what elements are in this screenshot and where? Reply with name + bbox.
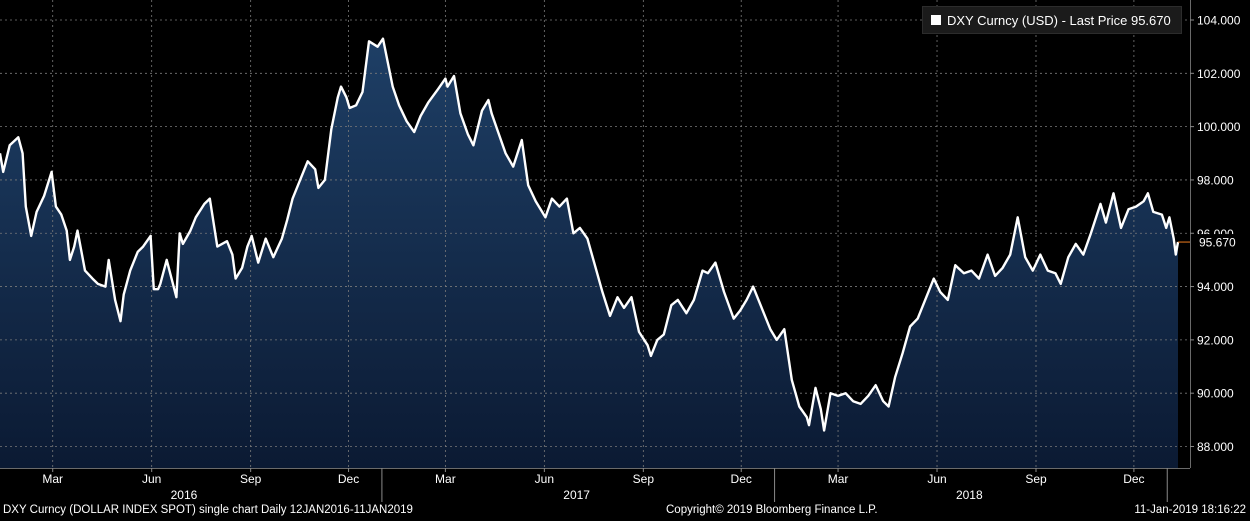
x-tick-label: Sep [633, 472, 655, 486]
x-tick-label: Jun [535, 472, 554, 486]
x-year-label: 2016 [171, 488, 198, 502]
x-tick-label: Jun [927, 472, 946, 486]
footer-description: DXY Curncy (DOLLAR INDEX SPOT) single ch… [3, 504, 413, 516]
x-year-label: 2017 [563, 488, 590, 502]
legend-swatch [931, 15, 941, 25]
x-tick-label: Jun [142, 472, 161, 486]
y-tick-label: 90.000 [1197, 387, 1234, 401]
grid [0, 0, 1190, 468]
legend: DXY Curncy (USD) - Last Price 95.670 [922, 6, 1182, 34]
x-tick-label: Sep [240, 472, 262, 486]
x-year-label: 2018 [956, 488, 983, 502]
y-tick-label: 102.000 [1197, 67, 1241, 81]
price-line [0, 37, 1180, 432]
x-tick-label: Sep [1025, 472, 1047, 486]
y-tick-label: 98.000 [1197, 173, 1234, 187]
footer-copyright: Copyright© 2019 Bloomberg Finance L.P. [666, 504, 878, 516]
y-tick-label: 104.000 [1197, 14, 1241, 28]
legend-label: DXY Curncy (USD) - Last Price 95.670 [947, 12, 1171, 28]
x-tick-label: Dec [731, 472, 752, 486]
y-tick-label: 100.000 [1197, 120, 1241, 134]
last-price-label: 95.670 [1199, 236, 1236, 250]
y-tick-label: 94.000 [1197, 280, 1234, 294]
x-tick-label: Dec [338, 472, 359, 486]
x-tick-label: Mar [42, 472, 63, 486]
x-tick-label: Dec [1123, 472, 1144, 486]
y-tick-label: 88.000 [1197, 440, 1234, 454]
last-price-box [1192, 234, 1244, 251]
x-tick-label: Mar [435, 472, 456, 486]
y-tick-label: 92.000 [1197, 333, 1234, 347]
area-fill [0, 38, 1178, 468]
last-price-marker: 95.670 [1178, 234, 1244, 251]
x-axis: Mar Jun Sep Dec Mar Jun Sep Dec Mar Jun Sep Dec 2016… [42, 468, 1168, 502]
footer-timestamp: 11-Jan-2019 18:16:22 [1134, 504, 1246, 516]
y-axis: 88.00090.00092.00094.00096.00098.000100.… [1190, 14, 1241, 454]
x-tick-label: Mar [828, 472, 849, 486]
